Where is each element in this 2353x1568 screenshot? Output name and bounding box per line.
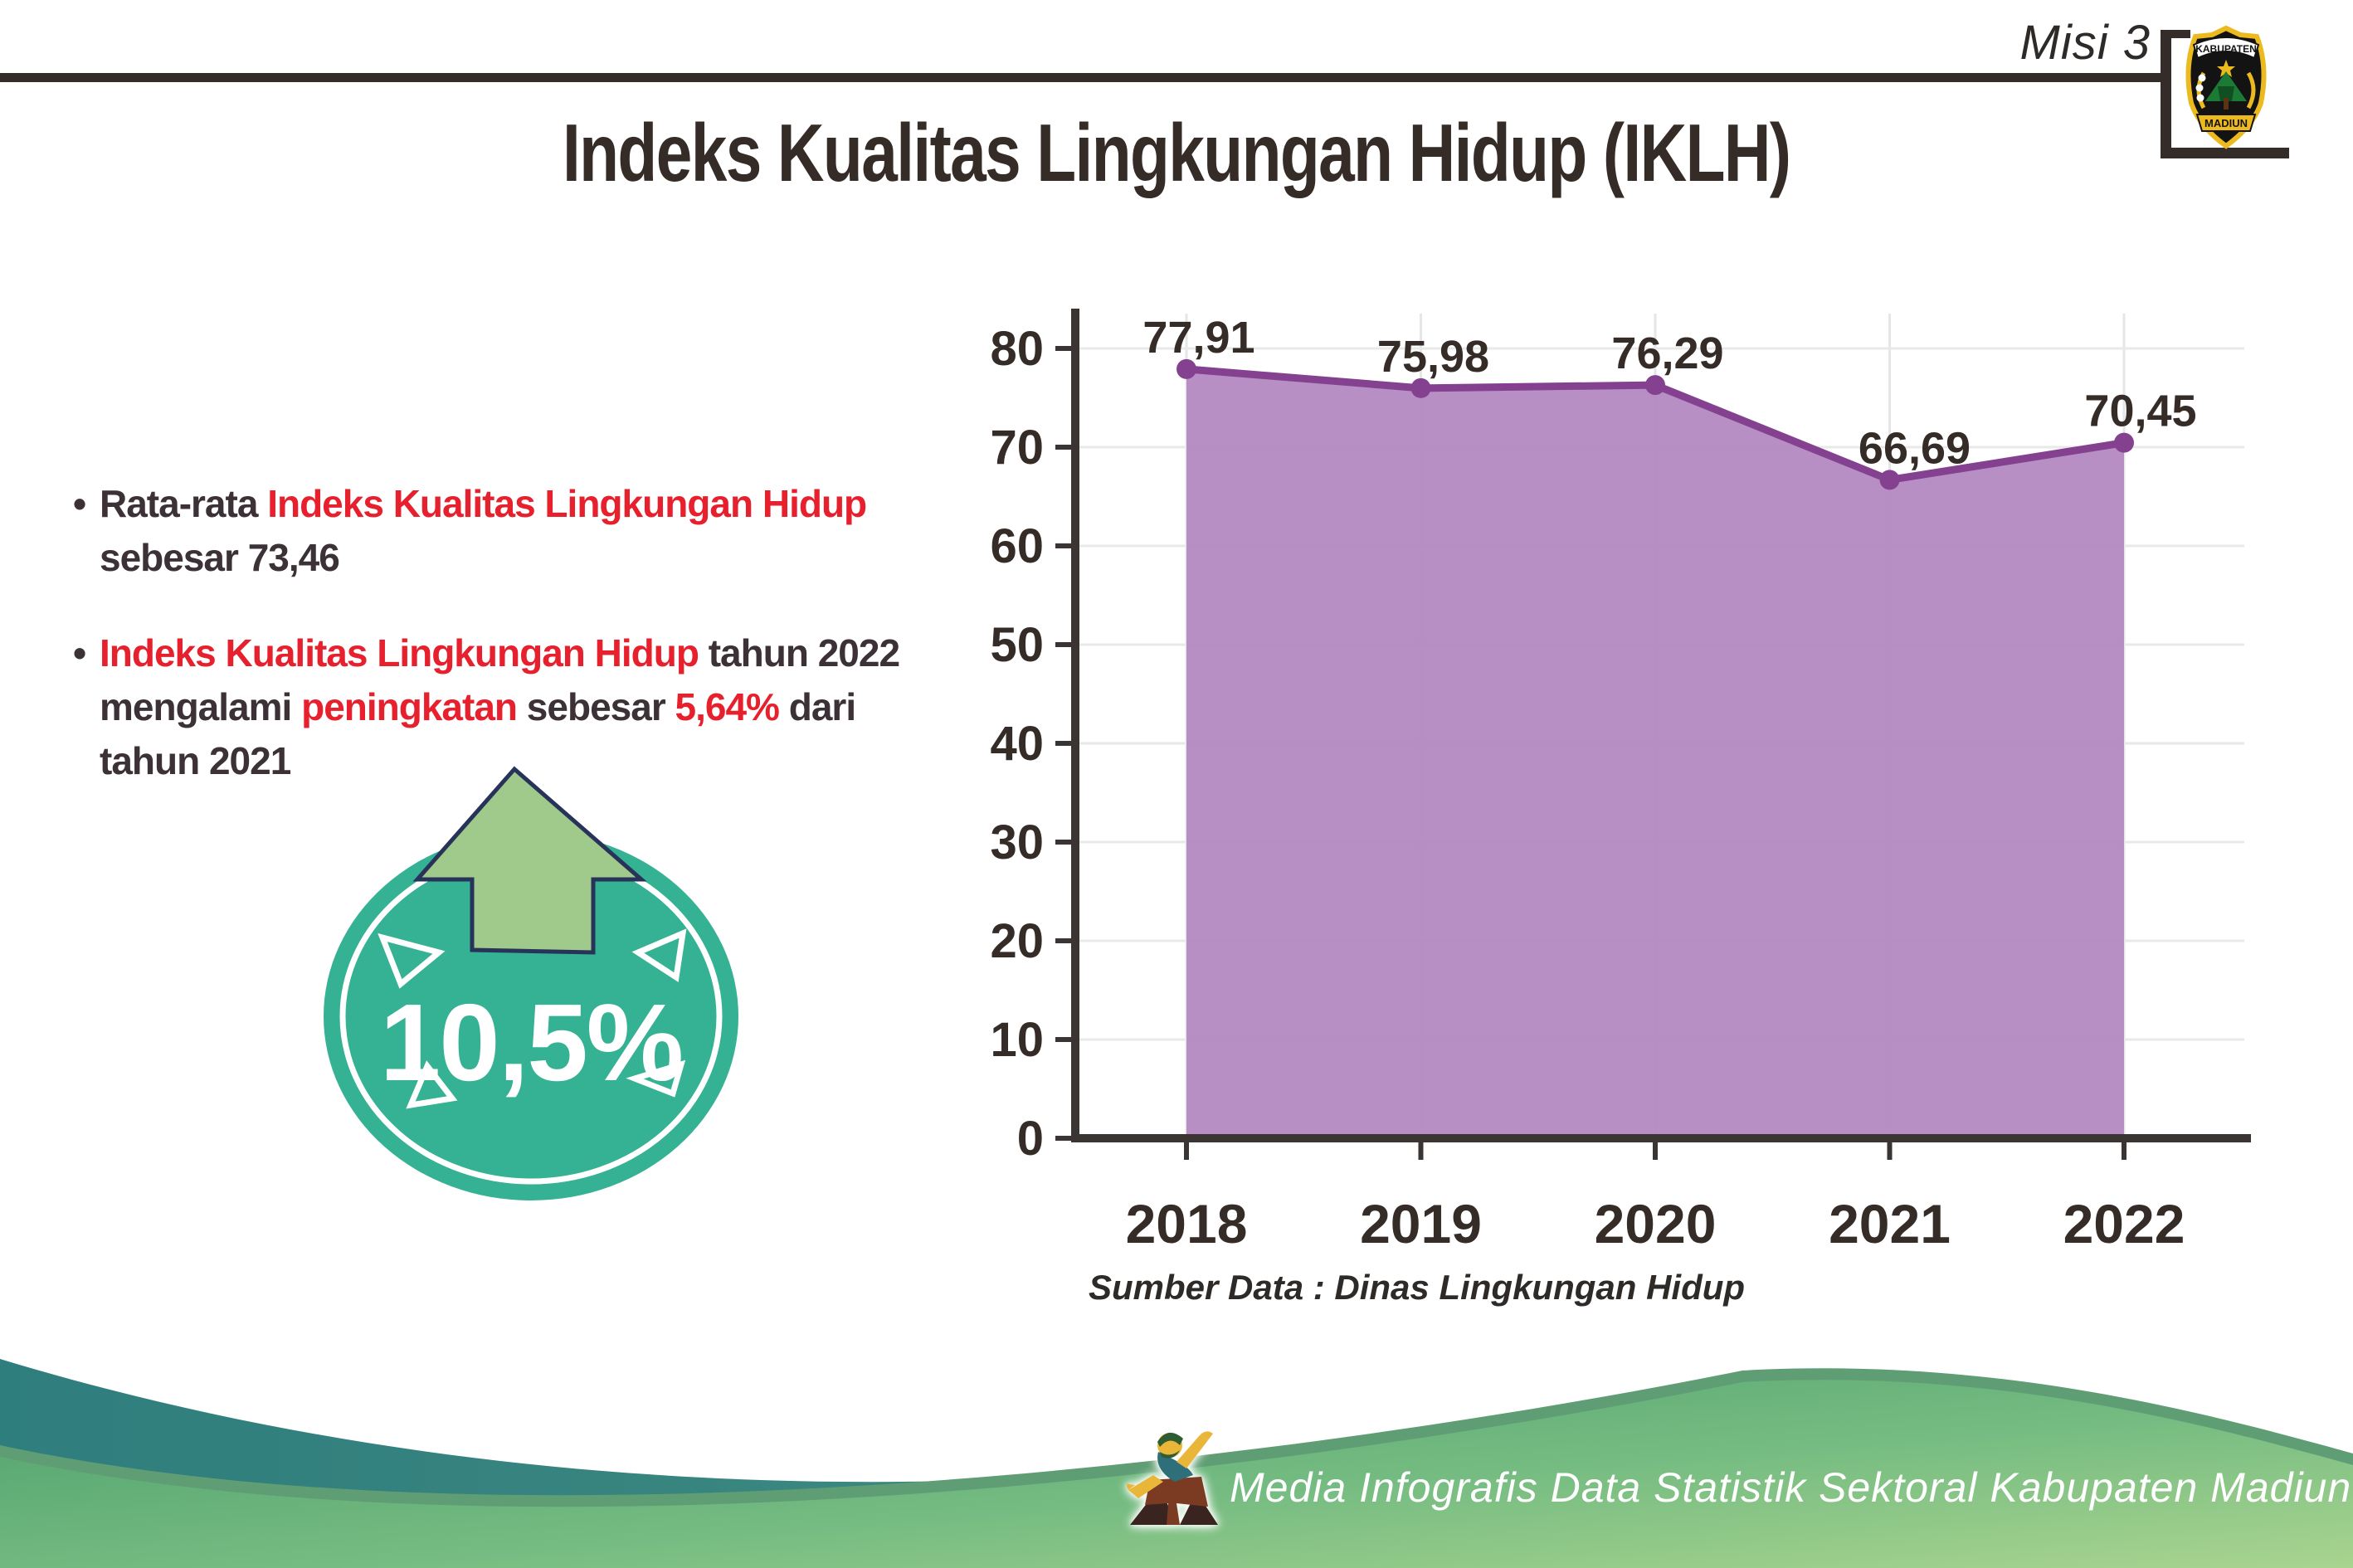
data-point (2114, 432, 2134, 453)
y-tick-label: 0 (1017, 1112, 1044, 1166)
header-divider (0, 73, 2162, 82)
bullet-text-segment: Indeks Kualitas Lingkungan Hidup (267, 482, 867, 525)
x-tick-label: 2018 (1126, 1193, 1248, 1254)
accent-triangle-nw (378, 933, 446, 989)
logo-frame-top-stub (2161, 30, 2190, 38)
x-tick-label: 2019 (1360, 1193, 1482, 1254)
bullet-text-segment: sebesar 73,46 (100, 536, 340, 579)
logo-frame-bottom (2161, 148, 2289, 158)
bullet-text-segment: tahun 2021 (100, 739, 291, 782)
accent-triangle-ne (631, 928, 687, 982)
bullet-dot-icon: • (73, 482, 86, 525)
y-tick-label: 70 (990, 421, 1044, 475)
bullet-dot-icon: • (73, 631, 86, 674)
y-tick-label: 30 (990, 816, 1044, 869)
y-tick-label: 50 (990, 618, 1044, 672)
bullet-item: • Rata-rata Indeks Kualitas Lingkungan Hi… (73, 477, 1019, 585)
crest-top-text: KABUPATEN (2195, 43, 2257, 55)
value-label: 66,69 (1859, 423, 1971, 473)
logo-frame-left (2161, 30, 2171, 158)
footer-caption: Media Infografis Data Statistik Sektoral… (1230, 1464, 2353, 1511)
crest-bottom-text: MADIUN (2204, 117, 2248, 129)
bullet-line: mengalami peningkatan sebesar 5,64% dari (100, 680, 1019, 734)
arrow-up-icon (412, 766, 647, 955)
bullet-text-segment: Indeks Kualitas Lingkungan Hidup (100, 631, 699, 674)
bullet-text-segment: peningkatan (301, 685, 518, 728)
x-tick-label: 2020 (1595, 1193, 1717, 1254)
bullet-line: • Indeks Kualitas Lingkungan Hidup tahun … (73, 626, 1019, 680)
bullet-line: sebesar 73,46 (100, 531, 1019, 585)
x-tick-label: 2021 (1829, 1193, 1951, 1254)
badge-circle (324, 832, 738, 1200)
bullet-text-segment: Rata-rata (100, 482, 268, 525)
misi-label: Misi 3 (2019, 16, 2151, 70)
bullet-item: • Indeks Kualitas Lingkungan Hidup tahun … (73, 626, 1019, 788)
y-tick-label: 20 (990, 914, 1044, 968)
value-label: 77,91 (1142, 313, 1254, 363)
value-label: 70,45 (2084, 387, 2196, 436)
bullet-text-segment: 5,64% (675, 685, 780, 728)
source-note: Sumber Data : Dinas Lingkungan Hidup (1089, 1268, 1746, 1307)
value-label: 76,29 (1611, 329, 1723, 378)
y-tick-label: 80 (990, 322, 1044, 376)
data-point (1410, 377, 1431, 398)
page-title: Indeks Kualitas Lingkungan Hidup (IKLH) (563, 107, 1791, 198)
bullet-text-segment: sebesar (517, 685, 675, 728)
bullet-line: tahun 2021 (100, 734, 1019, 788)
bullet-list: • Rata-rata Indeks Kualitas Lingkungan Hi… (73, 477, 1019, 830)
accent-triangle-se (626, 1059, 686, 1098)
area-fill (1186, 368, 2124, 1139)
data-point (1176, 358, 1196, 379)
data-point (1879, 470, 1900, 490)
bullet-text-segment: mengalami (100, 685, 302, 728)
bullet-line: • Rata-rata Indeks Kualitas Lingkungan Hi… (73, 477, 1019, 531)
accent-triangle-sw (406, 1060, 458, 1109)
dancer-mascot-icon (1127, 1431, 1218, 1525)
value-label: 75,98 (1377, 332, 1489, 382)
y-tick-label: 60 (990, 519, 1044, 573)
bullet-text-segment: dari (778, 685, 856, 728)
y-tick-label: 10 (990, 1013, 1044, 1067)
data-point (1645, 375, 1665, 396)
x-tick-label: 2022 (2063, 1193, 2185, 1254)
kabupaten-madiun-crest-icon: KABUPATEN MADIUN (2185, 25, 2267, 149)
badge-value: 10,5% (380, 981, 682, 1103)
y-tick-label: 40 (990, 717, 1044, 771)
bullet-text-segment: tahun 2022 (698, 631, 900, 674)
increase-badge: 10,5% (324, 766, 738, 1200)
